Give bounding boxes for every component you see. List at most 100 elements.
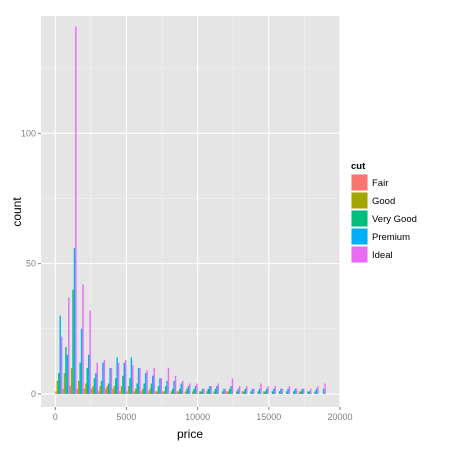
bar bbox=[301, 388, 303, 394]
bar bbox=[278, 391, 281, 394]
bar bbox=[176, 391, 178, 394]
bar bbox=[105, 388, 107, 394]
bar bbox=[63, 373, 66, 394]
bar bbox=[257, 391, 259, 394]
bar bbox=[65, 347, 67, 394]
x-tick-label: 5000 bbox=[116, 412, 136, 422]
bar bbox=[243, 391, 245, 394]
bar bbox=[147, 391, 150, 394]
legend-label: Premium bbox=[372, 232, 410, 243]
bar bbox=[206, 391, 208, 394]
bar bbox=[87, 354, 90, 394]
bar bbox=[110, 367, 113, 394]
histogram-bars bbox=[55, 26, 326, 394]
bar bbox=[295, 388, 298, 394]
bar bbox=[217, 383, 219, 394]
bar bbox=[152, 375, 154, 394]
bar bbox=[191, 391, 194, 394]
bar bbox=[86, 367, 88, 394]
bar bbox=[162, 391, 164, 394]
bar bbox=[60, 336, 63, 394]
bar bbox=[123, 362, 126, 394]
x-tick-label: 0 bbox=[53, 412, 58, 422]
bar bbox=[228, 388, 231, 394]
bar bbox=[308, 391, 311, 394]
bar bbox=[106, 386, 108, 394]
bar bbox=[231, 378, 234, 394]
bar bbox=[89, 310, 91, 394]
bar bbox=[150, 383, 153, 394]
bar bbox=[213, 391, 215, 394]
bar bbox=[109, 367, 111, 394]
bar bbox=[75, 26, 77, 394]
bar bbox=[149, 388, 151, 394]
legend-key-swatch bbox=[351, 192, 368, 209]
bar bbox=[140, 391, 143, 394]
bar bbox=[126, 391, 128, 394]
bar bbox=[70, 367, 73, 394]
y-tick-label: 50 bbox=[26, 259, 36, 269]
bar bbox=[76, 388, 79, 394]
x-tick-label: 15000 bbox=[256, 412, 281, 422]
bar bbox=[154, 391, 157, 394]
legend-label: Ideal bbox=[372, 250, 393, 261]
y-axis-ticks: 0 50 100 bbox=[21, 128, 41, 399]
bar bbox=[193, 388, 195, 394]
bar bbox=[72, 289, 74, 394]
bar bbox=[82, 284, 84, 394]
bar bbox=[180, 383, 182, 394]
bar bbox=[102, 362, 104, 394]
bar bbox=[78, 380, 80, 394]
bar bbox=[125, 360, 127, 394]
bar bbox=[113, 386, 116, 394]
bar bbox=[207, 388, 210, 394]
bar bbox=[300, 391, 302, 394]
bar bbox=[199, 391, 201, 394]
bar bbox=[274, 386, 276, 394]
bar bbox=[142, 388, 144, 394]
bar bbox=[203, 388, 205, 394]
x-axis-title: price bbox=[177, 427, 203, 441]
bar bbox=[237, 388, 239, 394]
bar bbox=[246, 386, 248, 394]
bar bbox=[173, 380, 175, 394]
bar bbox=[258, 388, 261, 394]
bar bbox=[224, 388, 227, 394]
bar bbox=[210, 386, 212, 394]
y-tick-label: 100 bbox=[21, 128, 36, 138]
bar bbox=[226, 391, 228, 394]
bar bbox=[315, 388, 318, 394]
bar bbox=[120, 386, 123, 394]
bar bbox=[189, 383, 191, 394]
bar bbox=[160, 378, 163, 394]
bar bbox=[153, 367, 155, 394]
x-tick-label: 10000 bbox=[185, 412, 210, 422]
bar bbox=[187, 386, 190, 394]
bar bbox=[146, 370, 148, 394]
bar bbox=[69, 386, 71, 394]
bar bbox=[112, 388, 114, 394]
bar bbox=[132, 365, 134, 394]
bar bbox=[253, 388, 255, 394]
bar bbox=[96, 362, 98, 394]
legend-key-swatch bbox=[351, 228, 368, 245]
legend-key-swatch bbox=[351, 210, 368, 227]
bar bbox=[133, 391, 135, 394]
bar bbox=[159, 378, 161, 394]
legend-key-swatch bbox=[351, 174, 368, 191]
bar bbox=[322, 388, 325, 394]
bar bbox=[117, 362, 120, 394]
bar bbox=[294, 388, 296, 394]
bar bbox=[267, 386, 269, 394]
bar bbox=[271, 391, 274, 394]
bar bbox=[97, 391, 100, 394]
bar bbox=[216, 386, 218, 394]
bar bbox=[194, 386, 197, 394]
bar bbox=[288, 386, 291, 394]
bar bbox=[100, 380, 103, 394]
bar bbox=[93, 378, 96, 394]
bar bbox=[58, 373, 60, 394]
x-tick-label: 20000 bbox=[327, 412, 352, 422]
bar bbox=[134, 388, 137, 394]
